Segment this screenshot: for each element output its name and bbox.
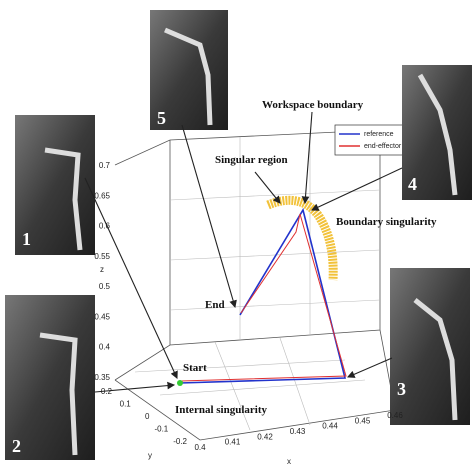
x-tick-label: 0.46	[387, 411, 403, 420]
x-tick-label: 0.45	[355, 416, 371, 425]
legend-label: end-effector	[364, 143, 402, 150]
z-tick-label: 0.55	[94, 252, 110, 261]
y-tick-label: -0.2	[173, 437, 187, 446]
x-tick-label: 0.43	[290, 427, 306, 436]
annotation: Internal singularity	[175, 404, 267, 416]
annotation: Workspace boundary	[262, 99, 364, 111]
end-effector-path	[180, 213, 347, 382]
photo	[5, 295, 95, 460]
y-tick-label: -0.1	[154, 425, 168, 434]
arrows	[84, 111, 403, 393]
singular-region	[266, 195, 338, 281]
photo	[402, 65, 472, 200]
axis-label: x	[287, 457, 291, 466]
photo-number: 1	[22, 229, 31, 249]
legend-label: reference	[364, 131, 394, 138]
z-tick-label: 0.4	[99, 343, 111, 352]
photo-number: 3	[397, 379, 406, 399]
z-tick-label: 0.6	[99, 222, 111, 231]
start-point	[177, 380, 183, 386]
z-tick-label: 0.7	[99, 161, 111, 170]
reference-path	[179, 207, 347, 384]
legend: reference end-effector	[334, 124, 404, 156]
plot-box	[114, 129, 396, 441]
z-tick-label: 0.5	[99, 282, 111, 291]
annotation: Boundary singularity	[336, 216, 437, 228]
annotation: End	[205, 299, 225, 311]
photo-number: 4	[408, 174, 417, 194]
annotation: Start	[183, 362, 207, 374]
photo	[150, 10, 228, 130]
axis-label: y	[148, 451, 152, 460]
x-tick-label: 0.4	[194, 443, 206, 452]
x-tick-label: 0.41	[225, 438, 241, 447]
annotation: Singular region	[215, 154, 288, 166]
y-tick-label: 0	[145, 412, 150, 421]
z-tick-label: 0.35	[94, 373, 110, 382]
axis-label: z	[100, 265, 104, 274]
x-tick-label: 0.42	[257, 432, 273, 441]
photo-number: 5	[157, 108, 166, 128]
y-tick-label: 0.1	[120, 400, 132, 409]
y-tick-label: 0.2	[101, 387, 113, 396]
x-tick-label: 0.44	[322, 422, 338, 431]
photo	[390, 268, 470, 425]
photos: 1 2 5 4 3	[5, 10, 472, 460]
photo	[15, 115, 95, 255]
photo-number: 2	[12, 436, 21, 456]
z-tick-label: 0.45	[94, 312, 110, 321]
z-tick-label: 0.65	[94, 191, 110, 200]
